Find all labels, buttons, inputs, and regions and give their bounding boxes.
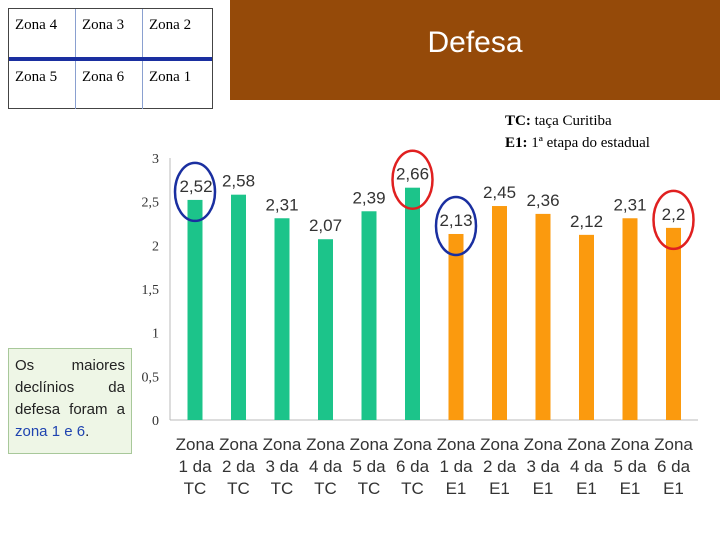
x-tick-label: TC	[227, 479, 250, 498]
x-tick-label: 5 da	[352, 457, 386, 476]
x-tick-label: E1	[533, 479, 554, 498]
bar	[448, 233, 464, 420]
bar	[622, 218, 638, 420]
x-tick-label: Zona	[524, 435, 563, 454]
data-label: 2,2	[662, 205, 686, 224]
zone-cell: Zona 2	[149, 17, 192, 33]
title-banner: Defesa	[230, 0, 720, 100]
legend-text: 1ª etapa do estadual	[531, 135, 650, 151]
legend-note: TC: taça Curitiba E1: 1ª etapa do estadu…	[505, 110, 650, 154]
zone-cell: Zona 6	[76, 61, 143, 109]
y-tick-label: 0	[152, 414, 159, 429]
data-label: 2,58	[222, 172, 255, 191]
callout-end: .	[85, 423, 90, 440]
zone-grid-bottom-row: Zona 5 Zona 6 Zona 1	[9, 61, 212, 109]
data-label: 2,66	[396, 165, 429, 184]
highlight-circle	[173, 161, 217, 223]
bar	[492, 206, 507, 420]
legend-line-e1: E1: 1ª etapa do estadual	[505, 132, 650, 154]
x-tick-label: E1	[576, 479, 597, 498]
x-tick-label: TC	[401, 479, 424, 498]
callout-box: Os maiores declínios da defesa foram a z…	[8, 348, 132, 454]
data-label: 2,13	[439, 211, 472, 230]
x-tick-label: 6 da	[657, 457, 691, 476]
zone-cell: Zona 5	[9, 61, 76, 109]
bar	[231, 194, 246, 420]
data-label: 2,31	[613, 195, 646, 214]
zone-cell: Zona 4	[9, 9, 76, 57]
data-label: 2,07	[309, 216, 342, 235]
x-tick-label: Zona	[654, 435, 693, 454]
zone-cell: Zona 1	[149, 69, 192, 85]
x-tick-label: TC	[271, 479, 294, 498]
bar	[361, 211, 377, 420]
y-tick-label: 1,5	[142, 283, 160, 298]
bar	[405, 187, 420, 420]
highlight-circle	[434, 195, 478, 257]
x-tick-label: Zona	[611, 435, 650, 454]
data-label: 2,52	[179, 177, 212, 196]
x-tick-label: 3 da	[265, 457, 299, 476]
x-tick-label: 2 da	[483, 457, 517, 476]
data-label: 2,36	[526, 191, 559, 210]
legend-key: TC:	[505, 113, 531, 129]
x-tick-label: TC	[358, 479, 381, 498]
x-tick-label: Zona	[393, 435, 432, 454]
x-tick-label: 4 da	[309, 457, 343, 476]
x-tick-label: E1	[620, 479, 641, 498]
highlight-circle	[652, 189, 695, 251]
x-tick-label: E1	[663, 479, 684, 498]
legend-key: E1:	[505, 135, 528, 151]
x-tick-label: Zona	[306, 435, 345, 454]
page-title: Defesa	[427, 26, 523, 59]
bar	[274, 218, 290, 420]
callout-text: Os maiores declínios da defesa foram a	[15, 357, 125, 418]
x-tick-label: 5 da	[613, 457, 647, 476]
zone-grid-divider	[9, 57, 212, 61]
y-tick-label: 2,5	[142, 196, 160, 211]
bar	[579, 234, 594, 420]
data-label: 2,45	[483, 183, 516, 202]
zone-grid-top-row: Zona 4 Zona 3 Zona 2	[9, 9, 212, 57]
x-tick-label: TC	[184, 479, 207, 498]
bar	[535, 213, 551, 420]
x-tick-label: 1 da	[439, 457, 473, 476]
data-label: 2,39	[352, 188, 385, 207]
callout-highlight: zona 1 e 6	[15, 423, 86, 440]
x-tick-label: Zona	[350, 435, 389, 454]
zone-cell: Zona 3	[76, 9, 143, 57]
data-label: 2,12	[570, 212, 603, 231]
x-tick-label: Zona	[263, 435, 302, 454]
x-tick-label: 1 da	[178, 457, 212, 476]
x-tick-label: Zona	[219, 435, 258, 454]
y-tick-label: 0,5	[142, 370, 160, 385]
x-tick-label: 2 da	[222, 457, 256, 476]
bar	[187, 199, 203, 420]
highlight-circle	[391, 149, 434, 210]
y-tick-label: 3	[152, 152, 159, 167]
x-tick-label: Zona	[567, 435, 606, 454]
x-tick-label: 6 da	[396, 457, 430, 476]
x-tick-label: E1	[446, 479, 467, 498]
zone-grid: Zona 4 Zona 3 Zona 2 Zona 5 Zona 6 Zona …	[8, 8, 213, 109]
x-tick-label: 3 da	[526, 457, 560, 476]
bar	[666, 227, 681, 420]
x-tick-label: Zona	[480, 435, 519, 454]
x-tick-label: 4 da	[570, 457, 604, 476]
y-tick-label: 1	[152, 327, 159, 342]
legend-text: taça Curitiba	[534, 113, 612, 129]
x-tick-label: TC	[314, 479, 337, 498]
data-label: 2,31	[265, 195, 298, 214]
x-tick-label: Zona	[176, 435, 215, 454]
y-tick-label: 2	[152, 239, 159, 254]
legend-line-tc: TC: taça Curitiba	[505, 110, 650, 132]
x-tick-label: E1	[489, 479, 510, 498]
x-tick-label: Zona	[437, 435, 476, 454]
bar	[318, 239, 333, 420]
